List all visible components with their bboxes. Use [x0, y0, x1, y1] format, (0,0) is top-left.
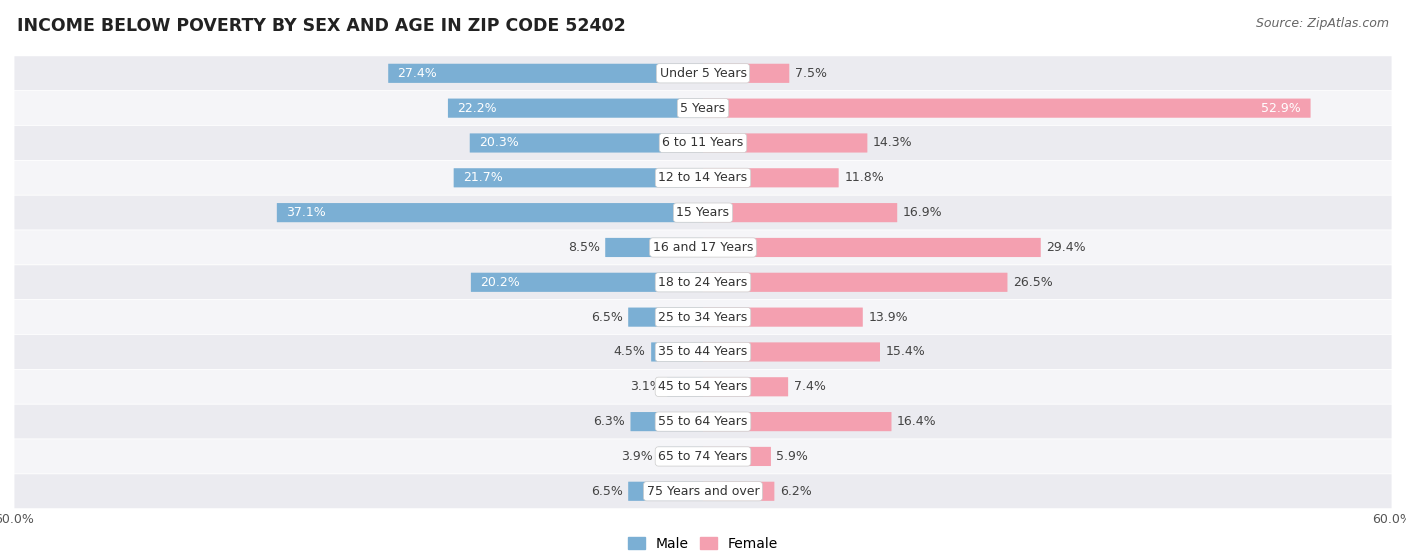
Text: 6 to 11 Years: 6 to 11 Years	[662, 136, 744, 149]
Text: 12 to 14 Years: 12 to 14 Years	[658, 171, 748, 184]
Legend: Male, Female: Male, Female	[623, 531, 783, 556]
Text: 6.5%: 6.5%	[591, 311, 623, 324]
FancyBboxPatch shape	[14, 56, 1392, 91]
FancyBboxPatch shape	[470, 134, 703, 153]
Text: 65 to 74 Years: 65 to 74 Years	[658, 450, 748, 463]
Text: INCOME BELOW POVERTY BY SEX AND AGE IN ZIP CODE 52402: INCOME BELOW POVERTY BY SEX AND AGE IN Z…	[17, 17, 626, 35]
FancyBboxPatch shape	[454, 168, 703, 187]
FancyBboxPatch shape	[703, 482, 775, 501]
FancyBboxPatch shape	[668, 377, 703, 396]
FancyBboxPatch shape	[14, 265, 1392, 300]
Text: 3.9%: 3.9%	[620, 450, 652, 463]
Text: 7.5%: 7.5%	[794, 67, 827, 80]
FancyBboxPatch shape	[14, 404, 1392, 439]
FancyBboxPatch shape	[14, 439, 1392, 474]
FancyBboxPatch shape	[703, 203, 897, 222]
FancyBboxPatch shape	[658, 447, 703, 466]
FancyBboxPatch shape	[703, 64, 789, 83]
Text: 8.5%: 8.5%	[568, 241, 599, 254]
Text: 16.9%: 16.9%	[903, 206, 942, 219]
Text: 5 Years: 5 Years	[681, 102, 725, 115]
FancyBboxPatch shape	[703, 412, 891, 431]
Text: 35 to 44 Years: 35 to 44 Years	[658, 345, 748, 358]
Text: 20.2%: 20.2%	[481, 276, 520, 289]
Text: 20.3%: 20.3%	[479, 136, 519, 149]
FancyBboxPatch shape	[703, 134, 868, 153]
FancyBboxPatch shape	[605, 238, 703, 257]
FancyBboxPatch shape	[388, 64, 703, 83]
FancyBboxPatch shape	[703, 168, 838, 187]
Text: 21.7%: 21.7%	[463, 171, 503, 184]
FancyBboxPatch shape	[14, 126, 1392, 160]
Text: 16.4%: 16.4%	[897, 415, 936, 428]
Text: 4.5%: 4.5%	[613, 345, 645, 358]
Text: 6.3%: 6.3%	[593, 415, 624, 428]
Text: 7.4%: 7.4%	[794, 380, 825, 394]
FancyBboxPatch shape	[14, 334, 1392, 369]
Text: 6.2%: 6.2%	[780, 485, 811, 498]
Text: 75 Years and over: 75 Years and over	[647, 485, 759, 498]
Text: 15.4%: 15.4%	[886, 345, 925, 358]
FancyBboxPatch shape	[14, 300, 1392, 334]
Text: 13.9%: 13.9%	[869, 311, 908, 324]
Text: 29.4%: 29.4%	[1046, 241, 1085, 254]
FancyBboxPatch shape	[449, 98, 703, 118]
Text: 37.1%: 37.1%	[287, 206, 326, 219]
Text: 27.4%: 27.4%	[398, 67, 437, 80]
Text: Under 5 Years: Under 5 Years	[659, 67, 747, 80]
FancyBboxPatch shape	[703, 238, 1040, 257]
FancyBboxPatch shape	[14, 230, 1392, 265]
FancyBboxPatch shape	[471, 273, 703, 292]
Text: 15 Years: 15 Years	[676, 206, 730, 219]
Text: Source: ZipAtlas.com: Source: ZipAtlas.com	[1256, 17, 1389, 30]
FancyBboxPatch shape	[703, 377, 789, 396]
FancyBboxPatch shape	[14, 195, 1392, 230]
FancyBboxPatch shape	[277, 203, 703, 222]
Text: 55 to 64 Years: 55 to 64 Years	[658, 415, 748, 428]
Text: 25 to 34 Years: 25 to 34 Years	[658, 311, 748, 324]
FancyBboxPatch shape	[630, 412, 703, 431]
FancyBboxPatch shape	[14, 91, 1392, 126]
FancyBboxPatch shape	[703, 273, 1008, 292]
Text: 6.5%: 6.5%	[591, 485, 623, 498]
FancyBboxPatch shape	[651, 342, 703, 362]
FancyBboxPatch shape	[14, 474, 1392, 509]
Text: 14.3%: 14.3%	[873, 136, 912, 149]
FancyBboxPatch shape	[703, 307, 863, 326]
Text: 18 to 24 Years: 18 to 24 Years	[658, 276, 748, 289]
FancyBboxPatch shape	[703, 447, 770, 466]
FancyBboxPatch shape	[14, 369, 1392, 404]
Text: 16 and 17 Years: 16 and 17 Years	[652, 241, 754, 254]
Text: 26.5%: 26.5%	[1012, 276, 1053, 289]
FancyBboxPatch shape	[628, 307, 703, 326]
FancyBboxPatch shape	[703, 98, 1310, 118]
Text: 5.9%: 5.9%	[776, 450, 808, 463]
FancyBboxPatch shape	[628, 482, 703, 501]
FancyBboxPatch shape	[703, 342, 880, 362]
FancyBboxPatch shape	[14, 160, 1392, 195]
Text: 11.8%: 11.8%	[844, 171, 884, 184]
Text: 52.9%: 52.9%	[1261, 102, 1301, 115]
Text: 45 to 54 Years: 45 to 54 Years	[658, 380, 748, 394]
Text: 22.2%: 22.2%	[457, 102, 496, 115]
Text: 3.1%: 3.1%	[630, 380, 662, 394]
